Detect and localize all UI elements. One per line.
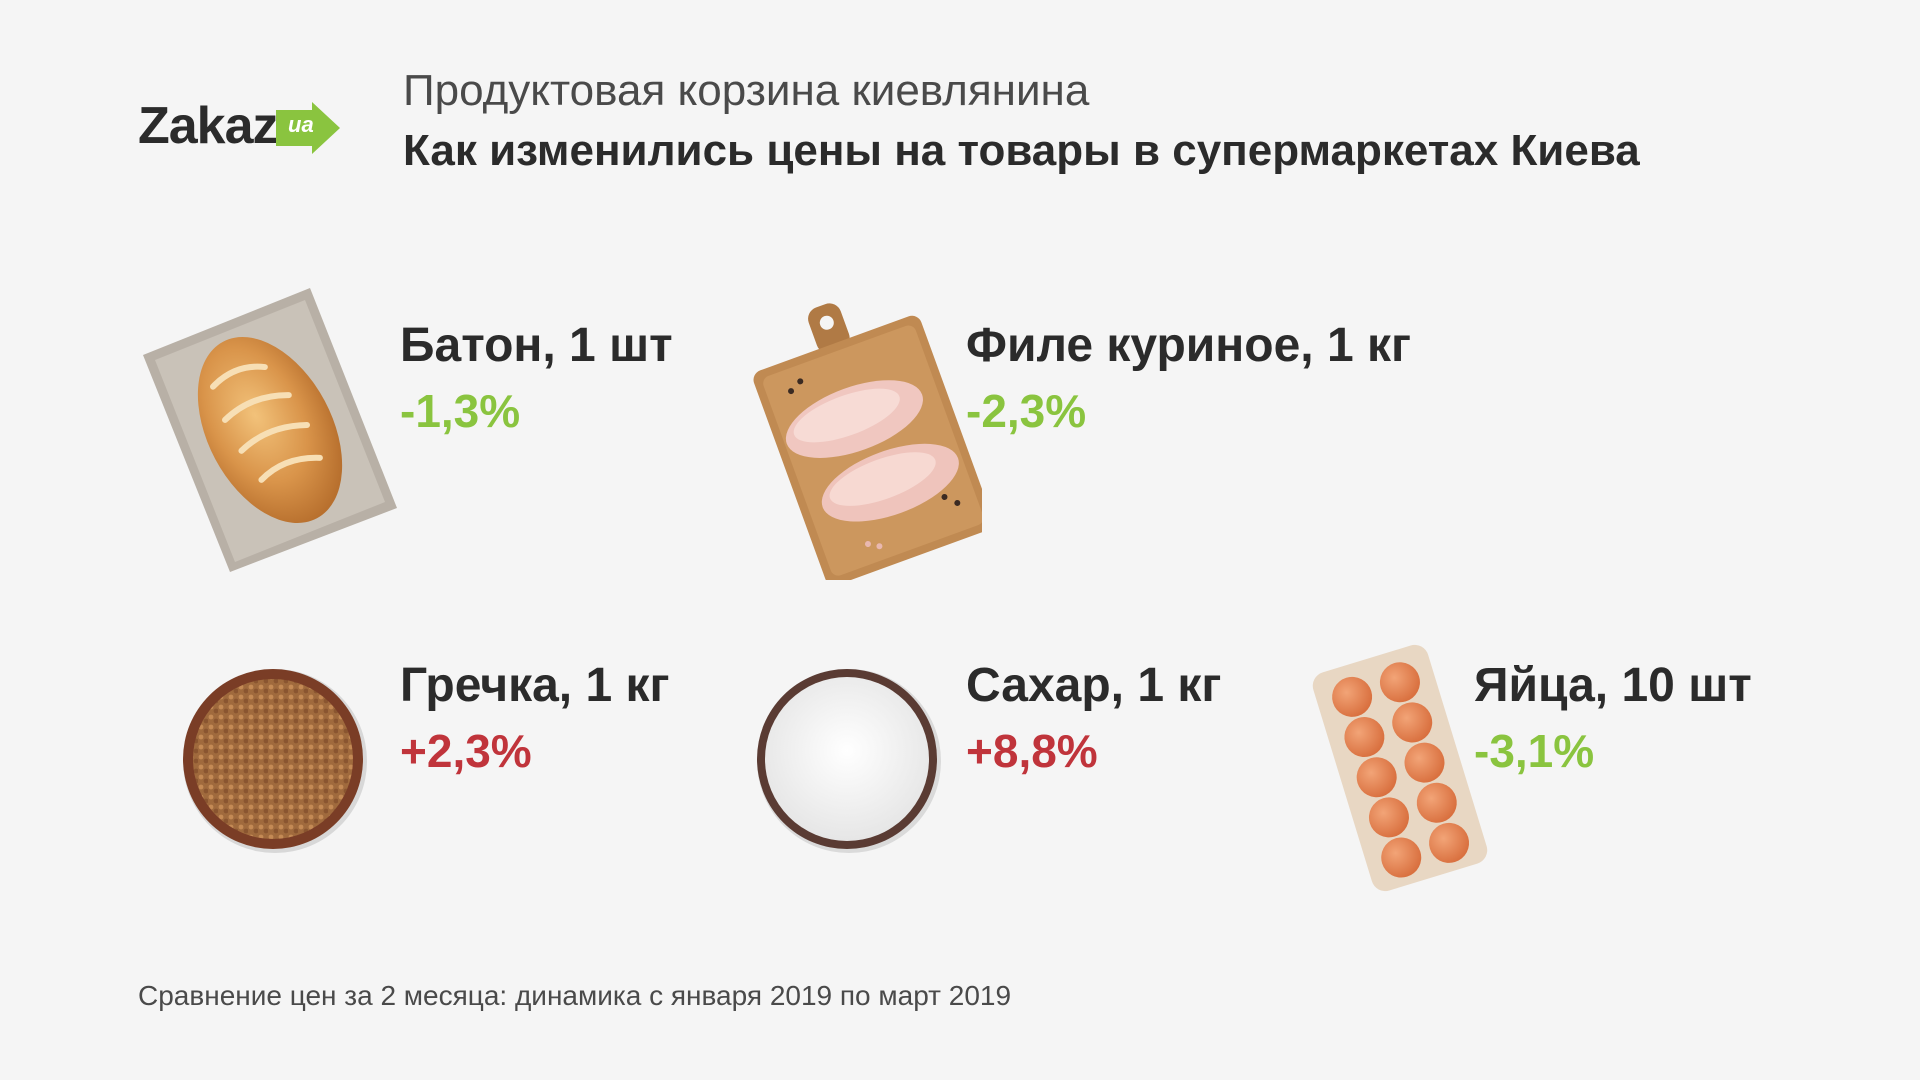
item-change-sugar: +8,8%	[966, 725, 1098, 777]
zakaz-logo: Zakaz ua	[138, 92, 348, 162]
buckwheat-icon	[183, 669, 367, 853]
item-change-eggs: -3,1%	[1474, 725, 1595, 777]
sugar-icon	[757, 669, 941, 853]
item-name-bread: Батон, 1 шт	[400, 319, 673, 372]
bread-icon	[143, 288, 397, 572]
logo-arrow-icon	[276, 102, 340, 154]
item-change-buckwheat: +2,3%	[400, 725, 532, 777]
page-subtitle: Продуктовая корзина киевлянина	[403, 66, 1090, 115]
item-name-chicken-fillet: Филе куриное, 1 кг	[966, 319, 1412, 372]
logo-suffix: ua	[288, 112, 314, 137]
footnote: Сравнение цен за 2 месяца: динамика с ян…	[138, 980, 1012, 1011]
page-title: Как изменились цены на товары в супермар…	[403, 126, 1640, 175]
item-name-eggs: Яйца, 10 шт	[1474, 659, 1752, 712]
item-change-chicken-fillet: -2,3%	[966, 385, 1087, 437]
chicken-fillet-icon	[753, 303, 982, 580]
logo-brand: Zakaz	[138, 97, 279, 155]
item-change-bread: -1,3%	[400, 385, 521, 437]
eggs-icon	[1312, 644, 1488, 892]
item-name-buckwheat: Гречка, 1 кг	[400, 659, 670, 712]
item-name-sugar: Сахар, 1 кг	[966, 659, 1222, 712]
